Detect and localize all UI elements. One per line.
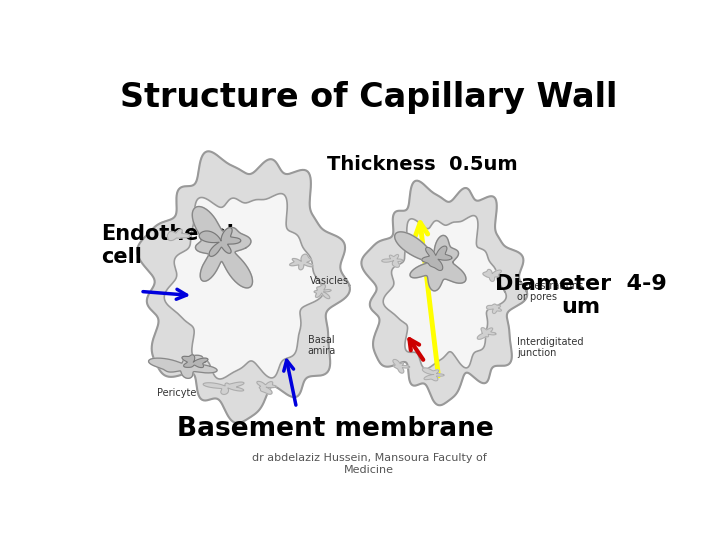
Polygon shape	[477, 328, 496, 339]
Text: Pericyte: Pericyte	[157, 388, 196, 399]
Text: Basal
amira: Basal amira	[307, 335, 336, 356]
Polygon shape	[483, 269, 501, 281]
Polygon shape	[203, 382, 244, 394]
Polygon shape	[361, 181, 527, 405]
Polygon shape	[382, 254, 402, 267]
Text: Diameter  4-9
um: Diameter 4-9 um	[495, 274, 667, 317]
Polygon shape	[423, 368, 444, 381]
Polygon shape	[138, 151, 350, 423]
Polygon shape	[164, 194, 323, 379]
Polygon shape	[168, 230, 190, 241]
Polygon shape	[393, 360, 410, 373]
Polygon shape	[289, 254, 313, 270]
Polygon shape	[148, 355, 217, 379]
Text: Endothelial
cell: Endothelial cell	[101, 224, 234, 267]
Text: Interdigitated
junction: Interdigitated junction	[517, 337, 583, 359]
Polygon shape	[487, 304, 501, 314]
Polygon shape	[182, 355, 208, 368]
Polygon shape	[257, 381, 276, 394]
Polygon shape	[199, 228, 240, 256]
Text: Basement membrane: Basement membrane	[177, 416, 494, 442]
Text: dr abdelaziz Hussein, Mansoura Faculty of
Medicine: dr abdelaziz Hussein, Mansoura Faculty o…	[251, 453, 487, 475]
Text: Structure of Capillary Wall: Structure of Capillary Wall	[120, 82, 618, 114]
Polygon shape	[192, 206, 253, 288]
Polygon shape	[314, 285, 331, 299]
Text: Fenestrations
or pores: Fenestrations or pores	[517, 281, 583, 302]
Polygon shape	[383, 215, 506, 369]
Text: Thickness  0.5um: Thickness 0.5um	[327, 155, 518, 174]
Text: Vasicles: Vasicles	[310, 276, 349, 286]
Polygon shape	[395, 232, 466, 291]
Polygon shape	[422, 246, 452, 271]
